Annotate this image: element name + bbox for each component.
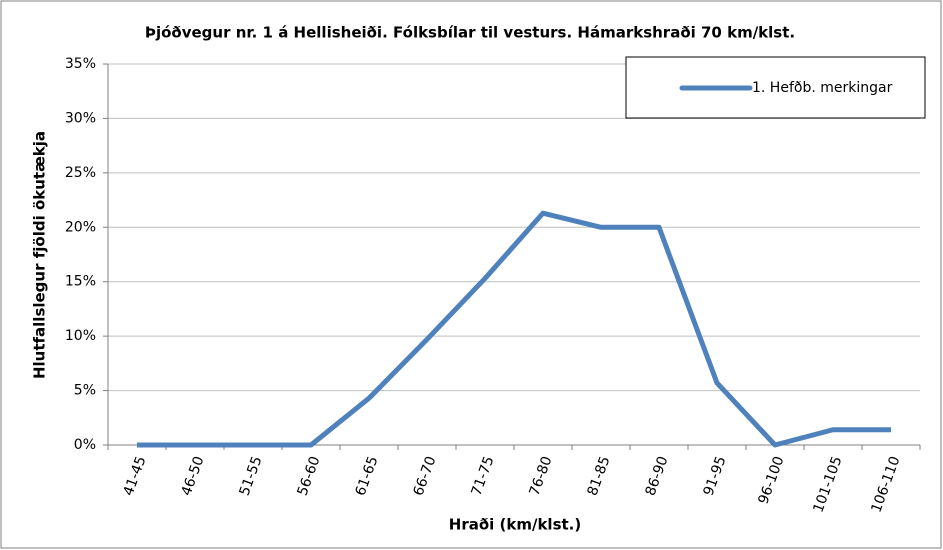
y-axis-label: Hlutfallslegur fjöldi ökutækja [31, 131, 49, 379]
line-series [137, 210, 891, 448]
y-tick-label: 5% [74, 383, 96, 399]
y-tick-label: 15% [65, 274, 96, 290]
y-tick-label: 25% [65, 165, 96, 181]
y-tick-label: 0% [74, 437, 96, 453]
legend-label: 1. Hefðb. merkingar [752, 80, 893, 96]
y-tick-label: 30% [65, 110, 96, 126]
y-tick-label: 20% [65, 219, 96, 235]
legend-box [625, 56, 926, 119]
chart-title: Þjóðvegur nr. 1 á Hellisheiði. Fólksbíla… [145, 24, 795, 42]
y-tick-label: 10% [65, 328, 96, 344]
y-tick-label: 35% [65, 56, 96, 72]
x-axis-label: Hraði (km/klst.) [449, 516, 581, 534]
